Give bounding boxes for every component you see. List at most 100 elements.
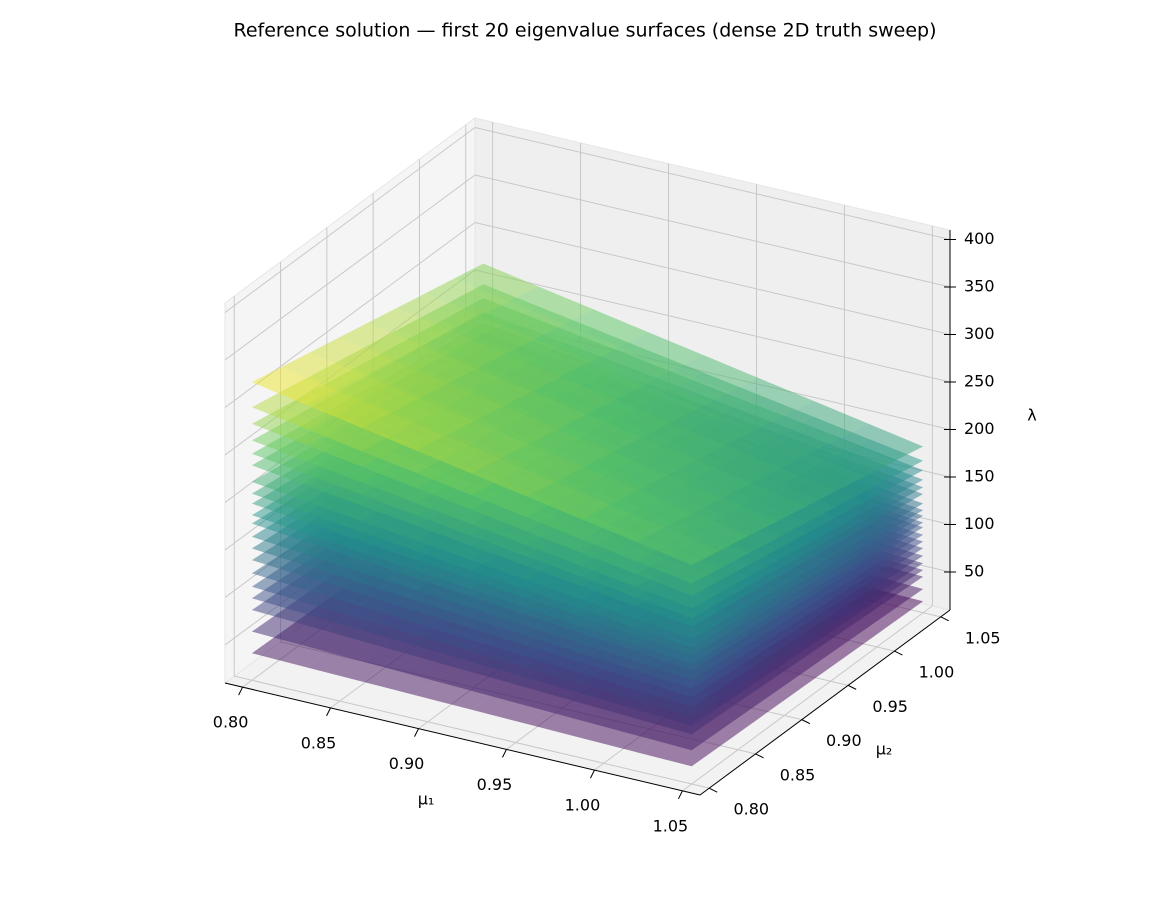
x-tick-label: 0.80	[213, 713, 249, 732]
surface-cell	[416, 487, 501, 525]
surface-cell	[642, 422, 727, 460]
tick-mark	[755, 753, 764, 759]
surface-cell	[668, 460, 753, 498]
surface-cell	[419, 383, 504, 422]
y-tick-label: 0.90	[826, 731, 862, 750]
tick-mark	[894, 650, 903, 656]
surface-cell	[367, 308, 452, 346]
surface-cell	[335, 375, 420, 414]
tick-mark	[677, 790, 683, 800]
surface-cell	[587, 399, 672, 438]
surface-cell	[361, 451, 446, 489]
surface-cell	[251, 465, 336, 502]
surface-cell	[416, 655, 501, 691]
surface-cell	[636, 546, 721, 584]
surface-cell	[471, 670, 556, 706]
surface-cell	[361, 641, 446, 677]
grid-line	[224, 127, 476, 313]
x-tick-label: 0.85	[301, 733, 337, 752]
y-tick-label: 1.05	[965, 628, 1001, 647]
surface-cell	[393, 345, 478, 384]
surface-cell	[251, 611, 336, 647]
surface-cell	[251, 632, 336, 668]
surface-cell	[784, 400, 869, 439]
tick-mark	[709, 787, 718, 793]
surface-cell	[526, 685, 611, 721]
surface-cell	[361, 413, 446, 451]
z-tick-label: 200	[964, 419, 995, 438]
surface-cell	[726, 430, 811, 469]
surface-cell	[671, 407, 756, 446]
surface-cell	[471, 458, 556, 497]
z-tick-label: 400	[964, 229, 995, 248]
z-tick-label: 300	[964, 324, 995, 343]
surface-cell	[422, 330, 507, 369]
tick-mark	[940, 616, 949, 622]
surface-cell	[416, 458, 501, 496]
surface-cell	[306, 413, 391, 452]
y-tick-label: 0.95	[872, 697, 908, 716]
surface-cell	[839, 423, 924, 462]
surface-cell	[532, 376, 617, 415]
tick-mark	[801, 719, 811, 725]
surface-cell	[361, 660, 446, 696]
x-axis-label: μ₁	[418, 790, 435, 809]
x-tick-label: 0.95	[477, 775, 513, 794]
surface-cell	[810, 438, 895, 477]
x-tick-label: 1.00	[565, 796, 601, 815]
surface-cell	[448, 368, 533, 407]
y-axis-label: μ₂	[876, 740, 893, 759]
surface-cell	[416, 472, 501, 510]
surface-cell	[251, 367, 336, 405]
surface-cell	[364, 360, 449, 399]
tick-mark	[238, 686, 244, 696]
surface-cell	[306, 429, 391, 467]
surface-cell	[306, 646, 391, 682]
surface-cell	[480, 301, 565, 339]
surface-cell	[526, 481, 611, 520]
z-tick-label: 250	[964, 372, 995, 391]
surface-cell	[509, 286, 594, 325]
surface-cell	[665, 512, 750, 551]
surface-cell	[555, 466, 640, 505]
surface-cell	[723, 482, 808, 521]
grid-line	[474, 174, 951, 288]
surface-cell	[535, 324, 620, 362]
surface-cell	[416, 675, 501, 710]
surface-cell	[581, 524, 666, 562]
surface-cell	[700, 392, 785, 431]
surface-cell	[616, 384, 701, 423]
surface-cell	[619, 332, 704, 370]
surface-cell	[752, 468, 837, 506]
surface-cell	[506, 339, 591, 377]
surface-cell	[474, 406, 559, 444]
grid-line	[474, 222, 951, 335]
y-tick-label: 0.85	[780, 765, 816, 784]
surface-cell	[781, 453, 866, 491]
surface-cell	[280, 352, 365, 391]
surface-cell	[613, 437, 698, 475]
surface-cell	[639, 474, 724, 513]
y-axis-line	[699, 609, 951, 796]
surface-cell	[526, 703, 611, 739]
surface-cell	[636, 527, 721, 565]
surface-cell	[306, 484, 391, 522]
grid-line	[224, 174, 476, 361]
surface-cell	[396, 293, 481, 331]
surface-cell	[425, 278, 510, 317]
y-tick-label: 0.80	[733, 800, 769, 819]
tick-mark	[502, 749, 507, 758]
surface-cell	[694, 497, 779, 536]
surface-cell	[416, 435, 501, 474]
surface-cell	[558, 414, 643, 452]
surface-cell	[454, 263, 539, 302]
x-tick-label: 1.05	[653, 816, 689, 835]
surface-cell	[361, 435, 446, 474]
grid-line	[474, 127, 951, 240]
surface-cell	[729, 377, 814, 416]
surface-cell	[306, 390, 391, 428]
grid-line	[234, 675, 710, 789]
x-tick-label: 0.90	[389, 754, 425, 773]
grid-line	[682, 605, 933, 792]
